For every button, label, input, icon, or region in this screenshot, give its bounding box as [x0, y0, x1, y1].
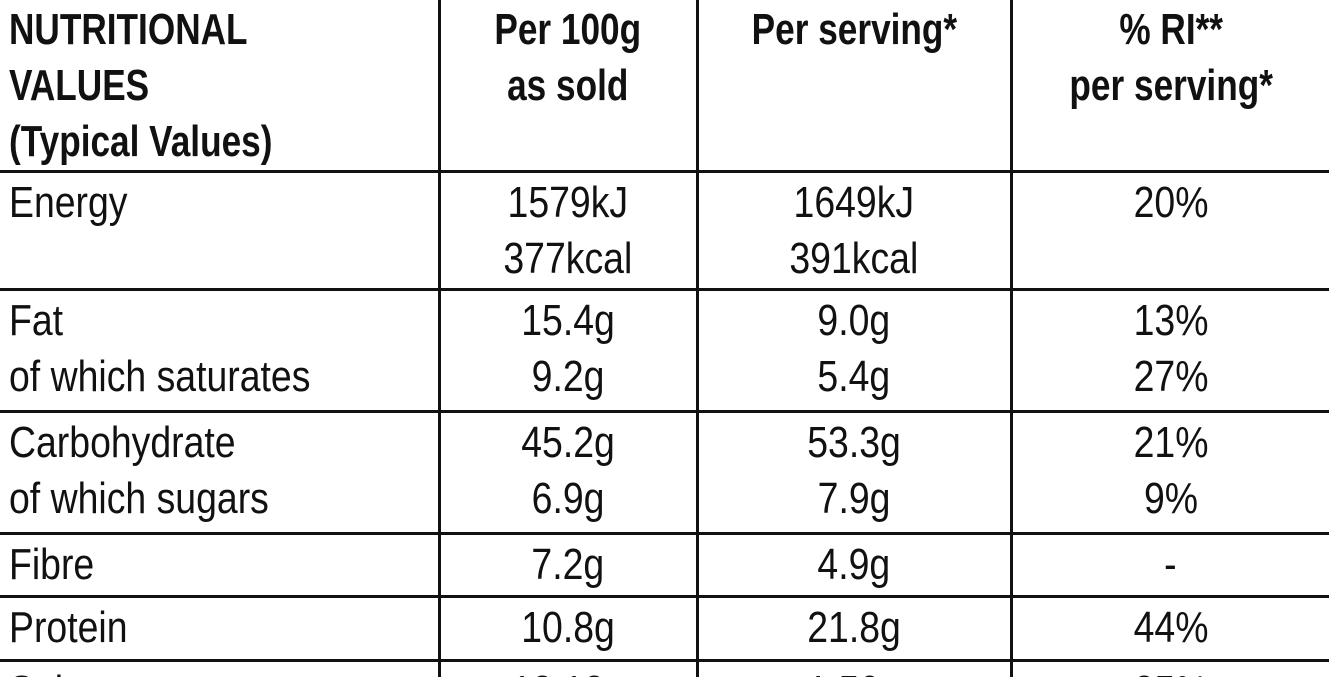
salt-label: Salt [0, 660, 441, 677]
protein-ri-value: 44% [1011, 596, 1329, 662]
fibre-per-100g-text: 7.2g [531, 540, 605, 589]
salt-per-serving-value: 1.50g [697, 660, 1013, 677]
fat-ri-text: 13% 27% [1133, 296, 1209, 401]
carbohydrate-ri-value: 21% 9% [1011, 411, 1329, 535]
fat-per-100g-text: 15.4g 9.2g [521, 296, 615, 401]
fibre-label-text: Fibre [9, 540, 95, 589]
fat-ri-value: 13% 27% [1011, 289, 1329, 413]
header-per-100g-text: Per 100g as sold [494, 5, 642, 110]
protein-per-serving-value: 21.8g [697, 596, 1013, 662]
energy-per-serving-text: 1649kJ 391kcal [789, 178, 919, 283]
carbohydrate-per-serving-value: 53.3g 7.9g [697, 411, 1013, 535]
energy-per-100g-text: 1579kJ 377kcal [503, 178, 633, 283]
header-per-100g: Per 100g as sold [439, 0, 699, 173]
energy-ri-text: 20% [1133, 178, 1209, 227]
fibre-label: Fibre [0, 533, 441, 598]
fat-per-100g-value: 15.4g 9.2g [439, 289, 699, 413]
salt-ri-value: 25% [1011, 661, 1329, 677]
fibre-per-serving-value: 4.9g [697, 533, 1013, 598]
header-ri-per-serving-text: % RI** per serving* [1069, 5, 1273, 110]
header-row: NUTRITIONAL VALUES (Typical Values) Per … [0, 0, 1329, 173]
header-ri-per-serving: % RI** per serving* [1011, 0, 1329, 173]
table-row-protein: Protein 10.8g 21.8g 44% [0, 596, 1329, 662]
fat-per-serving-value: 9.0g 5.4g [697, 289, 1013, 413]
salt-ri-text: 25% [1133, 664, 1208, 677]
salt-label-text: Salt [9, 664, 73, 677]
header-per-serving: Per serving* [697, 0, 1013, 173]
header-nutritional-values-text: NUTRITIONAL VALUES (Typical Values) [9, 5, 273, 166]
header-nutritional-values: NUTRITIONAL VALUES (Typical Values) [0, 0, 441, 173]
carbohydrate-per-serving-text: 53.3g 7.9g [807, 418, 901, 523]
fibre-per-serving-text: 4.9g [817, 540, 891, 589]
table-row-fat-saturates: Fat of which saturates 15.4g 9.2g 9.0g 5… [0, 289, 1329, 413]
salt-per-100g-value: 12.13g [439, 660, 699, 677]
energy-label: Energy [0, 171, 441, 291]
energy-per-100g-value: 1579kJ 377kcal [439, 171, 699, 291]
energy-ri-value: 20% [1011, 171, 1329, 291]
protein-label: Protein [0, 596, 441, 662]
salt-per-100g-text: 12.13g [511, 664, 625, 677]
fibre-ri-value: - [1011, 533, 1329, 598]
fibre-ri-text: - [1164, 540, 1177, 589]
salt-per-serving-text: 1.50g [807, 664, 901, 677]
energy-label-text: Energy [9, 178, 128, 227]
protein-per-serving-text: 21.8g [807, 603, 901, 652]
protein-label-text: Protein [9, 603, 128, 652]
fat-label: Fat of which saturates [0, 289, 441, 413]
carbohydrate-per-100g-value: 45.2g 6.9g [439, 411, 699, 535]
table-row-fibre: Fibre 7.2g 4.9g - [0, 533, 1329, 598]
carbohydrate-label-text: Carbohydrate of which sugars [9, 418, 269, 523]
energy-per-serving-value: 1649kJ 391kcal [697, 171, 1013, 291]
table-row-energy: Energy 1579kJ 377kcal 1649kJ 391kcal 20% [0, 171, 1329, 291]
fat-per-serving-text: 9.0g 5.4g [817, 296, 891, 401]
table-row-salt: Salt 12.13g 1.50g 25% [0, 660, 1329, 677]
protein-per-100g-value: 10.8g [439, 596, 699, 662]
fibre-per-100g-value: 7.2g [439, 533, 699, 598]
header-per-serving-text: Per serving* [751, 5, 957, 54]
protein-per-100g-text: 10.8g [521, 603, 615, 652]
protein-ri-text: 44% [1133, 603, 1209, 652]
carbohydrate-per-100g-text: 45.2g 6.9g [521, 418, 615, 523]
table-row-carbohydrate-sugars: Carbohydrate of which sugars 45.2g 6.9g … [0, 411, 1329, 535]
fat-label-text: Fat of which saturates [9, 296, 311, 401]
carbohydrate-ri-text: 21% 9% [1133, 418, 1209, 523]
carbohydrate-label: Carbohydrate of which sugars [0, 411, 441, 535]
